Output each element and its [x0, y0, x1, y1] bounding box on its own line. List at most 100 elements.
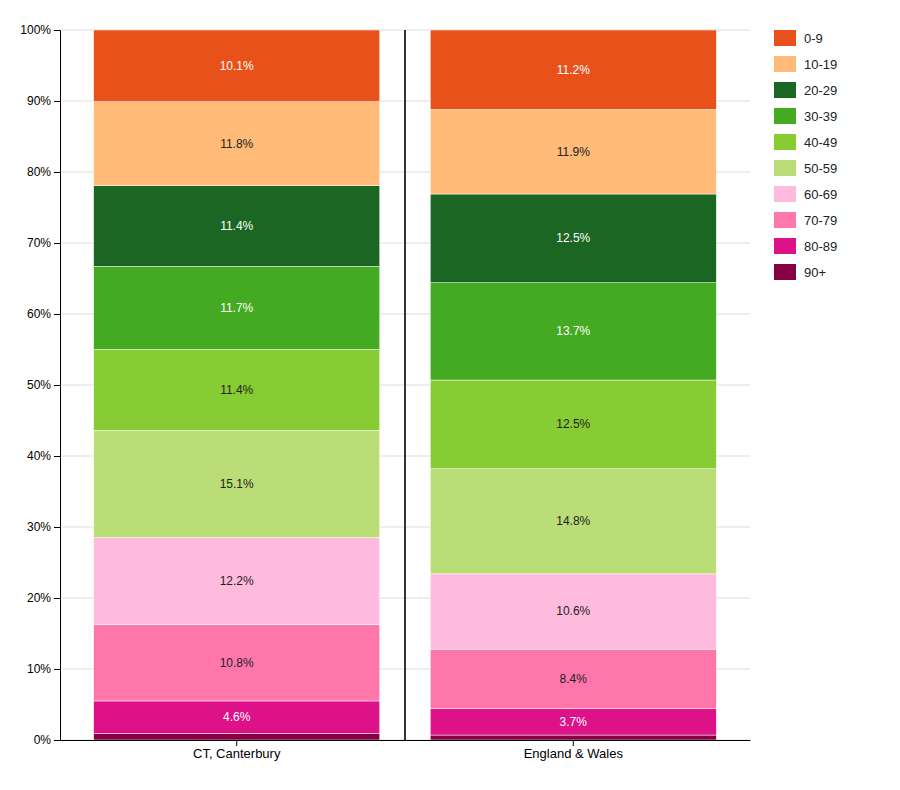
- data-label: 11.4%: [220, 383, 253, 397]
- bar-segment: [94, 266, 380, 349]
- legend-item: 60-69: [774, 186, 837, 202]
- legend-item: 80-89: [774, 238, 837, 254]
- data-label: 12.5%: [556, 231, 590, 245]
- legend-swatch: [774, 30, 796, 46]
- legend-label: 80-89: [804, 239, 837, 254]
- legend-label: 60-69: [804, 187, 837, 202]
- legend-swatch: [774, 160, 796, 176]
- y-tick: 30%: [27, 520, 60, 534]
- bar-segment: [430, 735, 716, 740]
- legend-item: 50-59: [774, 160, 837, 176]
- legend-label: 0-9: [804, 31, 823, 46]
- y-tick-mark: [54, 243, 60, 244]
- bar-segment: [94, 30, 380, 102]
- y-tick-mark: [54, 456, 60, 457]
- y-tick-mark: [54, 527, 60, 528]
- y-tick-label: 80%: [27, 165, 51, 179]
- y-tick-label: 10%: [27, 662, 51, 676]
- data-label: 15.1%: [220, 477, 254, 491]
- x-tick: England & Wales: [524, 740, 624, 761]
- bar-segment: [430, 283, 716, 380]
- grid: [60, 30, 750, 740]
- y-axis: 0% 10% 20% 30% 40% 50% 60% 70% 80% 90% 100%: [20, 23, 60, 747]
- legend-label: 70-79: [804, 213, 837, 228]
- y-tick-label: 90%: [27, 94, 51, 108]
- y-tick: 20%: [27, 591, 60, 605]
- y-tick-label: 50%: [27, 378, 51, 392]
- bar-segment: [430, 469, 716, 574]
- y-tick-label: 70%: [27, 236, 51, 250]
- x-axis-line: [61, 740, 751, 741]
- data-label: 11.8%: [220, 137, 253, 151]
- legend-swatch: [774, 264, 796, 280]
- legend-swatch: [774, 108, 796, 124]
- y-tick-mark: [54, 30, 60, 31]
- data-label: 11.2%: [557, 63, 590, 77]
- y-axis-line: [54, 31, 61, 741]
- y-tick-mark: [54, 101, 60, 102]
- data-label: 11.9%: [557, 145, 590, 159]
- data-label: 14.8%: [556, 514, 590, 528]
- bar-segment: [94, 430, 380, 537]
- y-tick: 50%: [27, 378, 60, 392]
- y-tick-mark: [54, 740, 60, 741]
- legend-swatch: [774, 238, 796, 254]
- legend-swatch: [774, 56, 796, 72]
- data-label: 8.4%: [560, 672, 588, 686]
- x-axis: CT, Canterbury England & Wales: [61, 740, 751, 761]
- y-tick: 90%: [27, 94, 60, 108]
- legend-item: 30-39: [774, 108, 837, 124]
- bar-segment: [94, 350, 380, 431]
- data-label: 12.5%: [556, 417, 590, 431]
- data-label: 3.7%: [560, 715, 588, 729]
- data-label: 13.7%: [556, 324, 590, 338]
- legend-item: 0-9: [774, 30, 823, 46]
- bar-segment: [94, 538, 380, 625]
- legend-swatch: [774, 82, 796, 98]
- bar-segment: [94, 734, 380, 740]
- legend-label: 20-29: [804, 83, 837, 98]
- legend-item: 10-19: [774, 56, 837, 72]
- legend-label: 30-39: [804, 109, 837, 124]
- y-tick-label: 20%: [27, 591, 51, 605]
- x-tick-label: England & Wales: [524, 746, 624, 761]
- x-tick-mark: [236, 740, 237, 746]
- chart: 4.6%3.7%10.8%8.4%12.2%10.6%15.1%14.8%11.…: [0, 0, 900, 790]
- legend-label: 90+: [804, 265, 826, 280]
- bar-segment: [430, 380, 716, 469]
- y-tick-label: 40%: [27, 449, 51, 463]
- data-label: 10.6%: [556, 604, 590, 618]
- y-tick: 80%: [27, 165, 60, 179]
- bar-segment: [430, 110, 716, 194]
- legend-swatch: [774, 212, 796, 228]
- bar-segment: [430, 709, 716, 735]
- y-tick: 100%: [20, 23, 60, 37]
- y-tick-label: 60%: [27, 307, 51, 321]
- bar-segment: [94, 701, 380, 734]
- x-tick: CT, Canterbury: [193, 740, 281, 761]
- legend-label: 40-49: [804, 135, 837, 150]
- bar-segment: [94, 102, 380, 186]
- bar-segment: [430, 30, 716, 110]
- x-tick-mark: [573, 740, 574, 746]
- legend: 0-9 10-19 20-29 30-39 40-49 50-59 60-69 70-79 80…: [774, 30, 837, 280]
- data-label: 10.1%: [220, 59, 254, 73]
- y-tick-mark: [54, 385, 60, 386]
- legend-item: 90+: [774, 264, 826, 280]
- legend-swatch: [774, 134, 796, 150]
- legend-item: 40-49: [774, 134, 837, 150]
- legend-item: 70-79: [774, 212, 837, 228]
- y-tick: 0%: [34, 733, 60, 747]
- data-label: 10.8%: [220, 656, 254, 670]
- y-tick: 70%: [27, 236, 60, 250]
- legend-label: 10-19: [804, 57, 837, 72]
- y-tick: 60%: [27, 307, 60, 321]
- y-tick-label: 100%: [20, 23, 51, 37]
- data-label: 11.7%: [220, 301, 253, 315]
- bar-segment: [430, 194, 716, 283]
- y-tick-label: 30%: [27, 520, 51, 534]
- bar-segment: [430, 649, 716, 709]
- legend-item: 20-29: [774, 82, 837, 98]
- legend-swatch: [774, 186, 796, 202]
- y-tick-mark: [54, 314, 60, 315]
